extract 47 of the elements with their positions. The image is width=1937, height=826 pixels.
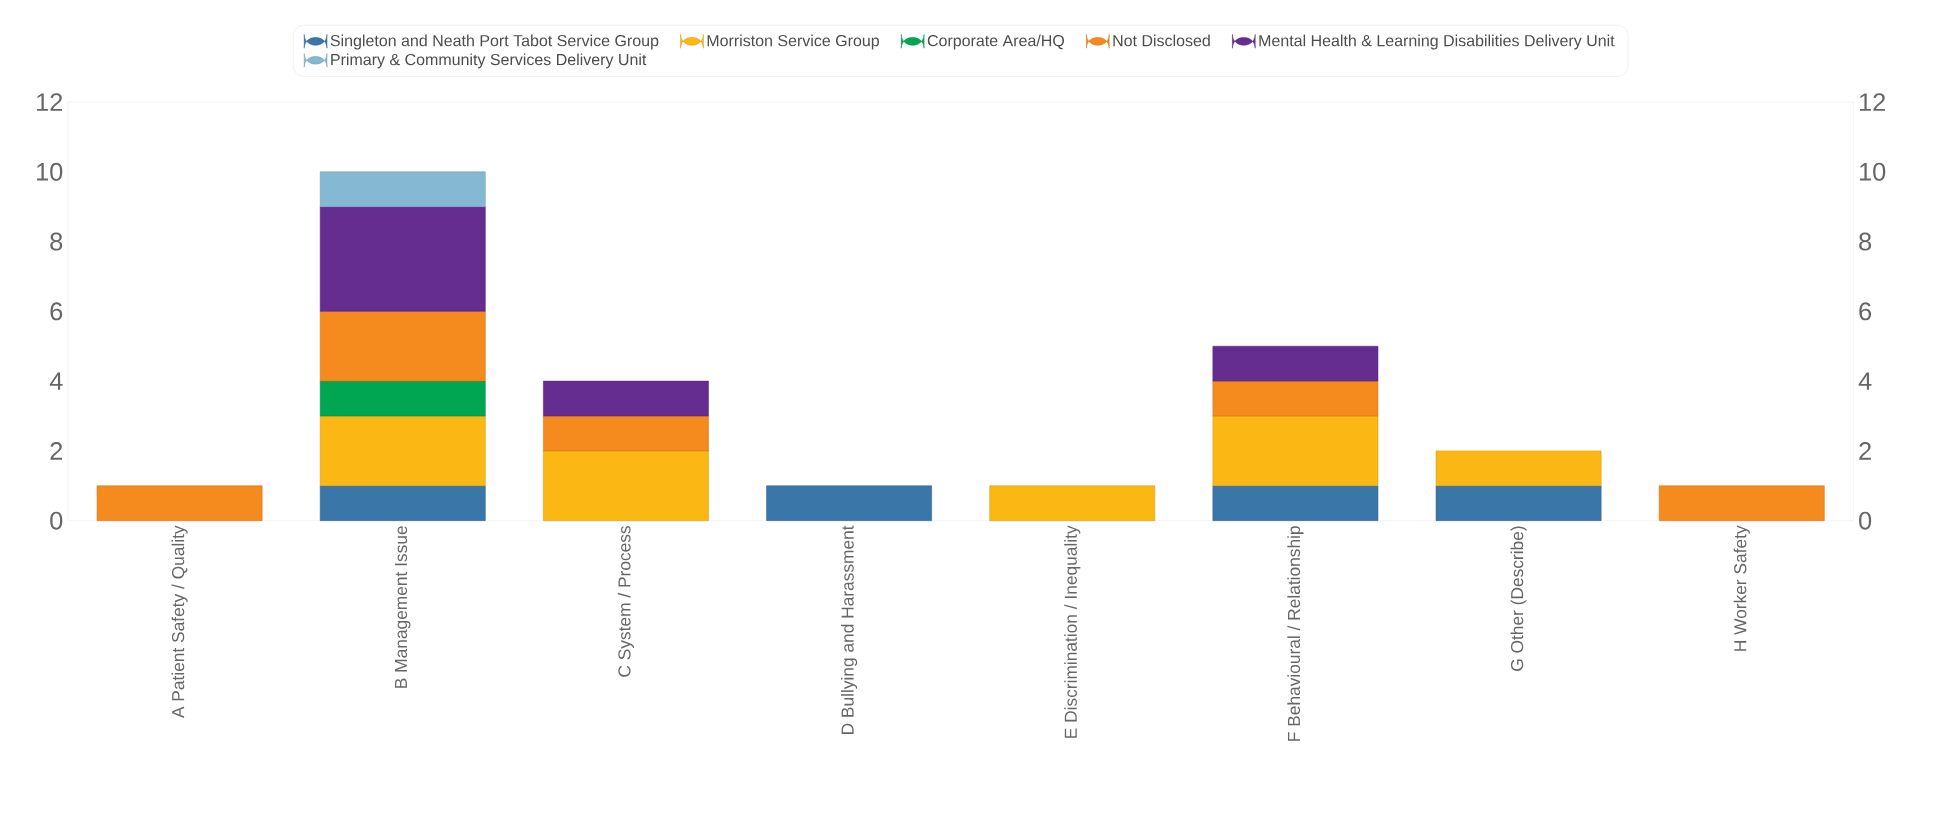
x-tick-label: H Worker Safety — [1733, 525, 1750, 651]
y-tick-label: 12 — [37, 93, 63, 111]
y2-tick-label: 8 — [1859, 232, 1872, 251]
y-tick-label: 4 — [49, 372, 63, 390]
legend-label: Corporate Area/HQ — [927, 34, 1065, 50]
y-tick-label: 8 — [50, 232, 63, 251]
bar — [1212, 485, 1379, 521]
legend-label: Primary & Community Services Delivery Unit — [331, 53, 647, 69]
bar — [319, 171, 486, 207]
bar — [543, 415, 709, 452]
bar — [319, 311, 486, 382]
legend-label: Mental Health & Learning Disabilities Delivery Unit — [1259, 34, 1615, 50]
y-tick-label: 2 — [50, 442, 63, 460]
bar — [1212, 415, 1379, 487]
x-tick-label: G Other (Describe) — [1510, 526, 1527, 671]
y2-tick-label: 6 — [1859, 302, 1872, 321]
bar — [543, 450, 709, 521]
x-tick-label: E Discrimination / Inequality — [1064, 525, 1081, 738]
bar — [766, 485, 932, 521]
y-tick-label: 6 — [50, 302, 63, 321]
x-tick-label: D Bullying and Harassment — [841, 525, 858, 734]
y2-tick-label: 2 — [1859, 442, 1871, 460]
bar — [543, 380, 709, 417]
bar — [319, 206, 486, 312]
legend-label: Singleton and Neath Port Tabot Service Group — [330, 34, 659, 50]
y-tick-label: 10 — [37, 162, 63, 181]
bar — [1212, 380, 1379, 417]
bar — [1658, 485, 1825, 521]
x-tick-label: B Management Issue — [395, 526, 411, 688]
x-tick-label: F Behavioural / Relationship — [1287, 526, 1304, 741]
y2-tick-label: 4 — [1858, 372, 1872, 390]
y-tick-label: 0 — [50, 511, 63, 530]
bar — [989, 485, 1156, 521]
bar — [1435, 450, 1602, 487]
bar — [319, 485, 486, 521]
bar — [319, 415, 486, 487]
y2-tick-label: 10 — [1860, 162, 1886, 181]
bar — [1212, 345, 1379, 382]
bar — [1435, 485, 1602, 521]
x-tick-label: A Patient Safety / Quality — [171, 525, 188, 719]
y2-tick-label: 12 — [1860, 93, 1885, 111]
x-tick-label: C System / Process — [617, 526, 634, 677]
legend-label: Morriston Service Group — [707, 34, 879, 50]
y2-tick-label: 0 — [1859, 511, 1872, 530]
bar — [319, 380, 486, 417]
legend-label: Not Disclosed — [1113, 34, 1210, 47]
bar — [96, 485, 263, 521]
